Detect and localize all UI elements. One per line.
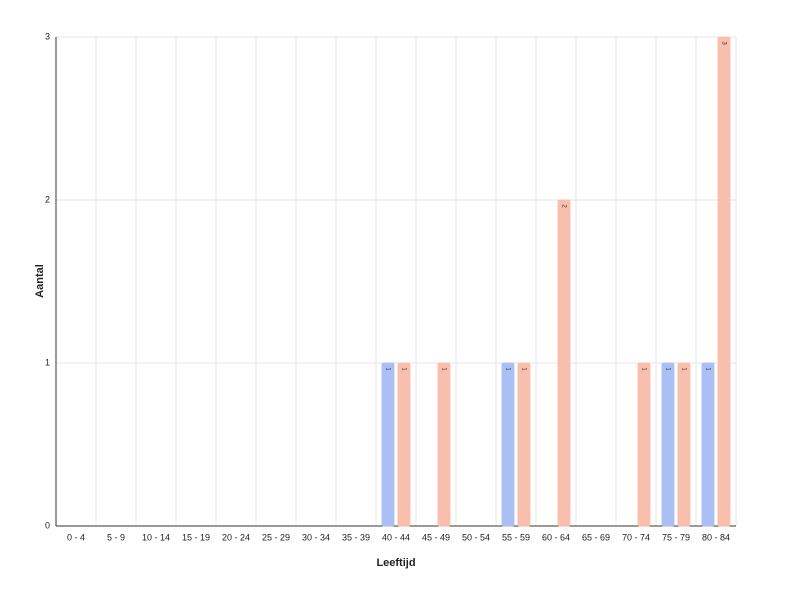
y-tick-label: 2 [45, 194, 50, 204]
data-label: 1 [664, 367, 670, 371]
data-label: 1 [680, 367, 686, 371]
bar [381, 362, 395, 527]
x-tick-label: 45 - 49 [422, 532, 450, 542]
x-tick-label: 20 - 24 [222, 532, 250, 542]
y-axis-title: Aantal [34, 264, 46, 298]
x-tick-label: 35 - 39 [342, 532, 370, 542]
x-tick-label: 55 - 59 [502, 532, 530, 542]
y-tick-label: 3 [45, 31, 50, 41]
data-label: 1 [440, 367, 446, 371]
bar [437, 362, 451, 527]
data-label: 1 [504, 367, 510, 371]
x-axis-title: Leeftijd [376, 557, 415, 569]
x-tick-label: 30 - 34 [302, 532, 330, 542]
bar [677, 362, 691, 527]
x-tick-label: 80 - 84 [702, 532, 730, 542]
y-tick-label: 0 [45, 520, 50, 530]
data-label: 1 [400, 367, 406, 371]
data-label: 3 [720, 41, 726, 45]
x-tick-label: 0 - 4 [67, 532, 85, 542]
x-tick-label: 5 - 9 [107, 532, 125, 542]
bar [637, 362, 651, 527]
x-tick-label: 70 - 74 [622, 532, 650, 542]
x-tick-label: 40 - 44 [382, 532, 410, 542]
bar [661, 362, 675, 527]
x-tick-label: 60 - 64 [542, 532, 570, 542]
bar [717, 36, 731, 527]
bar [557, 199, 571, 527]
x-tick-label: 10 - 14 [142, 532, 170, 542]
x-tick-label: 65 - 69 [582, 532, 610, 542]
data-label: 1 [520, 367, 526, 371]
bar [517, 362, 531, 527]
y-tick-label: 1 [45, 357, 50, 367]
x-tick-label: 15 - 19 [182, 532, 210, 542]
bar [701, 362, 715, 527]
x-tick-label: 75 - 79 [662, 532, 690, 542]
data-label: 1 [704, 367, 710, 371]
data-label: 2 [560, 204, 566, 208]
bar [501, 362, 515, 527]
x-tick-label: 50 - 54 [462, 532, 490, 542]
x-tick-label: 25 - 29 [262, 532, 290, 542]
data-label: 1 [640, 367, 646, 371]
data-label: 1 [384, 367, 390, 371]
bar [397, 362, 411, 527]
